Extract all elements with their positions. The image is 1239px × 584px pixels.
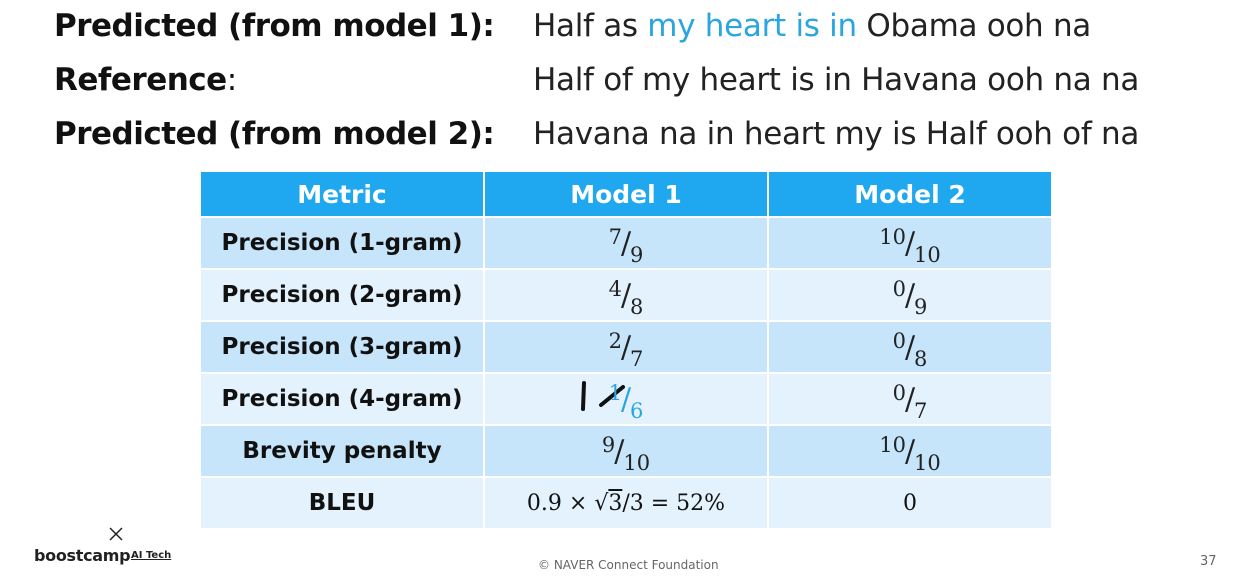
predicted-model1-text-end: Obama ooh na <box>856 8 1091 44</box>
model2-value: 0/9 <box>767 268 1053 322</box>
model2-value: 0/8 <box>767 320 1053 374</box>
reference-label: Reference: <box>54 62 237 98</box>
table-header-row: Metric Model 1 Model 2 <box>199 170 1053 218</box>
boostcamp-logo: boostcamp <box>34 546 131 565</box>
metric-name: Precision (4-gram) <box>199 372 485 426</box>
model1-value: 4/8 <box>483 268 769 322</box>
model1-value: 1/6 <box>483 372 769 426</box>
predicted-model1-highlight: my heart is in <box>647 8 857 44</box>
reference-sentence: Half of my heart is in Havana ooh na na <box>533 62 1140 98</box>
predicted-model1-sentence: Half as my heart is in Obama ooh na <box>533 8 1091 44</box>
logo-x-icon <box>109 527 123 541</box>
metric-name: Precision (2-gram) <box>199 268 485 322</box>
predicted-model2-label: Predicted (from model 2): <box>54 116 495 152</box>
model1-value: 9/10 <box>483 424 769 478</box>
model2-bleu-value: 0 <box>767 476 1053 530</box>
model2-value: 10/10 <box>767 216 1053 270</box>
reference-label-word: Reference <box>54 62 227 98</box>
metric-name: Precision (1-gram) <box>199 216 485 270</box>
table-row: BLEU 0.9 × √3/3 = 52% 0 <box>199 476 1053 530</box>
handwritten-strike-mark <box>580 380 625 411</box>
metric-name: Brevity penalty <box>199 424 485 478</box>
table-row: Precision (2-gram) 4/8 0/9 <box>199 268 1053 322</box>
table-row: Precision (1-gram) 7/9 10/10 <box>199 216 1053 270</box>
predicted-model2-sentence: Havana na in heart my is Half ooh of na <box>533 116 1140 152</box>
copyright-text: © NAVER Connect Foundation <box>538 558 719 572</box>
predicted-model1-text-start: Half as <box>533 8 648 44</box>
header-model2: Model 2 <box>767 170 1053 218</box>
model2-value: 10/10 <box>767 424 1053 478</box>
model2-value: 0/7 <box>767 372 1053 426</box>
table-row: Brevity penalty 9/10 10/10 <box>199 424 1053 478</box>
logo-ai-tech: AI Tech <box>131 550 172 561</box>
model1-value: 2/7 <box>483 320 769 374</box>
table-row: Precision (4-gram) 1/6 0/7 <box>199 372 1053 426</box>
bleu-metrics-table: Metric Model 1 Model 2 Precision (1-gram… <box>199 170 1053 530</box>
table-row: Precision (3-gram) 2/7 0/8 <box>199 320 1053 374</box>
header-metric: Metric <box>199 170 485 218</box>
model1-bleu-value: 0.9 × √3/3 = 52% <box>483 476 769 530</box>
reference-label-colon: : <box>226 62 237 98</box>
page-number: 37 <box>1200 554 1217 569</box>
model1-value: 7/9 <box>483 216 769 270</box>
metric-name: BLEU <box>199 476 485 530</box>
corrected-fraction: 1/6 <box>580 380 643 423</box>
metric-name: Precision (3-gram) <box>199 320 485 374</box>
predicted-model1-label: Predicted (from model 1): <box>54 8 495 44</box>
header-model1: Model 1 <box>483 170 769 218</box>
